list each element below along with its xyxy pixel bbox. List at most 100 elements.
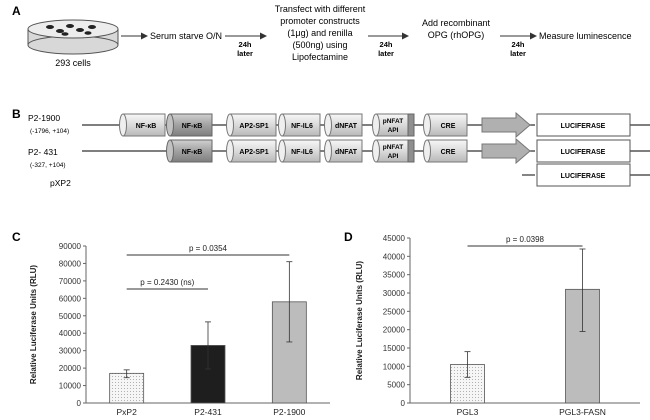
step-transfect: Transfect with different promoter constr… (275, 4, 366, 62)
panel-b: B P2-1900 (-1796, +104) P2- 431 (-327, +… (12, 107, 650, 188)
chart-d-y-tick-label: 5000 (387, 381, 405, 390)
ap2sp1-label: AP2-SP1 (239, 123, 268, 130)
nfkb-label-3: NF-κB (182, 149, 203, 156)
nfkb-label-1: NF-κB (136, 123, 157, 130)
ap2sp1-label-2: AP2-SP1 (239, 149, 268, 156)
dnfat-element: dNFAT (324, 113, 363, 137)
petri-dish-icon (27, 19, 119, 55)
step-measure: Measure luminescence (539, 31, 632, 41)
chart-c-y-tick-label: 10000 (59, 382, 82, 391)
construct-1-name: P2-1900 (28, 113, 60, 123)
chart-d-x-tick-label: PGL3-FASN (559, 407, 606, 417)
dnfat-label: dNFAT (335, 123, 358, 130)
chart-c-x-tick-label: P2-431 (194, 407, 222, 417)
construct-row-2: NF-κB AP2-SP1 NF-IL6 dNFAT pNFA (82, 137, 650, 165)
step-transfect-line4: (500ng) using (292, 40, 347, 50)
chart-d-y-tick-label: 45000 (383, 234, 406, 243)
pnfat-api-element: pNFAT API (372, 113, 415, 137)
step-transfect-line3: (1μg) and renilla (287, 28, 352, 38)
step-transfect-line1: Transfect with different (275, 4, 366, 14)
interval-2-line1: 24h (380, 40, 393, 49)
panel-c-label: C (12, 230, 21, 244)
cre-element: CRE (423, 113, 468, 137)
construct-3-name: pXP2 (50, 178, 71, 188)
panel-d-label: D (344, 230, 353, 244)
panel-d-chart: D 0 5000 10000 15000 20000 25000 30000 35000 400… (344, 230, 640, 417)
panel-c-chart: C 0 10000 20000 30000 40000 50000 60000 70000 80… (12, 230, 330, 417)
step-transfect-line5: Lipofectamine (292, 52, 348, 62)
step-add-opg-line1: Add recombinant (422, 18, 491, 28)
chart-d-y-tick-label: 20000 (383, 326, 406, 335)
panel-a-label: A (12, 4, 21, 18)
nfkb-label-2: NF-κB (182, 123, 203, 130)
chart-c-y-tick-label: 60000 (59, 294, 82, 303)
promoter-arrow-1 (481, 111, 531, 139)
chart-c-x-tick-label: P2-1900 (273, 407, 305, 417)
step-transfect-line2: promoter constructs (280, 16, 360, 26)
chart-d-y-tick-label: 35000 (383, 271, 406, 280)
chart-c-y-tick-label: 90000 (59, 242, 82, 251)
interval-2-line2: later (378, 49, 394, 58)
interval-1-line1: 24h (239, 40, 252, 49)
interval-1-line2: later (237, 49, 253, 58)
chart-c-y-tick-label: 30000 (59, 347, 82, 356)
chart-c-p-value: p = 0.2430 (ns) (140, 278, 194, 287)
interval-3-line2: later (510, 49, 526, 58)
nfkb-element-2: NF-κB (166, 113, 213, 137)
chart-d-y-tick-label: 15000 (383, 344, 406, 353)
chart-d-y-tick-label: 0 (401, 399, 406, 408)
nfil6-label-2: NF-IL6 (291, 149, 313, 156)
chart-c-y-axis-label: Relative Luciferase Units (RLU) (29, 265, 38, 384)
construct-row-3: LUCIFERASE (522, 163, 650, 187)
construct-2-range: (-327, +104) (30, 162, 66, 169)
cre-label-1: CRE (441, 123, 456, 130)
cre-element-2: CRE (423, 139, 468, 163)
construct-1-range: (-1796, +104) (30, 128, 69, 135)
ap2sp1-element: AP2-SP1 (226, 113, 277, 137)
nfkb-element-3: NF-κB (166, 139, 213, 163)
luciferase-box-1: LUCIFERASE (536, 113, 631, 137)
promoter-arrow-2 (481, 137, 531, 165)
nfil6-element: NF-IL6 (278, 113, 321, 137)
luciferase-label-3: LUCIFERASE (561, 173, 606, 180)
chart-d-y-tick-label: 25000 (383, 307, 406, 316)
chart-c-y-tick-label: 40000 (59, 329, 82, 338)
chart-d-x-tick-label: PGL3 (457, 407, 479, 417)
panel-a: A 293 cells Serum starve O/N 24h later T… (12, 4, 632, 68)
pnfat-api-element-2: pNFAT API (372, 139, 415, 163)
chart-d-y-axis-label: Relative Luciferase Units (RLU) (355, 261, 364, 380)
chart-c-y-tick-label: 50000 (59, 312, 82, 321)
chart-c-y-tick-label: 80000 (59, 259, 82, 268)
luciferase-box-3: LUCIFERASE (536, 163, 631, 187)
chart-c-y-tick-label: 20000 (59, 364, 82, 373)
dnfat-label-2: dNFAT (335, 149, 358, 156)
panel-b-label: B (12, 107, 21, 121)
luciferase-box-2: LUCIFERASE (536, 139, 631, 163)
interval-3-line1: 24h (512, 40, 525, 49)
cre-label-2: CRE (441, 149, 456, 156)
construct-row-1: NF-κB NF-κB AP2-SP1 NF-IL6 dNFAT (82, 111, 650, 139)
chart-d-y-tick-label: 40000 (383, 252, 406, 261)
nfkb-element-1: NF-κB (119, 113, 166, 137)
dnfat-element-2: dNFAT (324, 139, 363, 163)
chart-d-p-value: p = 0.0398 (506, 235, 545, 244)
chart-c-y-tick-label: 70000 (59, 277, 82, 286)
nfil6-label: NF-IL6 (291, 123, 313, 130)
chart-d-y-tick-label: 30000 (383, 289, 406, 298)
chart-c-y-tick-label: 0 (77, 399, 82, 408)
chart-c-x-tick-label: PxP2 (117, 407, 138, 417)
nfil6-element-2: NF-IL6 (278, 139, 321, 163)
step-serum-starve: Serum starve O/N (150, 31, 222, 41)
pnfat-label-1: pNFAT (383, 118, 403, 125)
chart-c-p-value: p = 0.0354 (189, 244, 228, 253)
luciferase-label-1: LUCIFERASE (561, 123, 606, 130)
ap2sp1-element-2: AP2-SP1 (226, 139, 277, 163)
api-label-2: API (388, 153, 399, 160)
step-add-opg-line2: OPG (rhOPG) (428, 30, 485, 40)
pnfat-label-2: pNFAT (383, 144, 403, 151)
api-label-1: API (388, 127, 399, 134)
chart-d-y-tick-label: 10000 (383, 362, 406, 371)
luciferase-label-2: LUCIFERASE (561, 149, 606, 156)
construct-2-name: P2- 431 (28, 147, 58, 157)
